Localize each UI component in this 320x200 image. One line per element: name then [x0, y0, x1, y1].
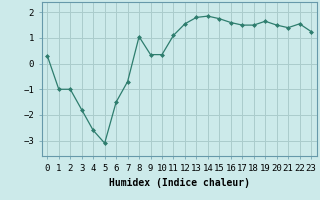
- X-axis label: Humidex (Indice chaleur): Humidex (Indice chaleur): [109, 178, 250, 188]
